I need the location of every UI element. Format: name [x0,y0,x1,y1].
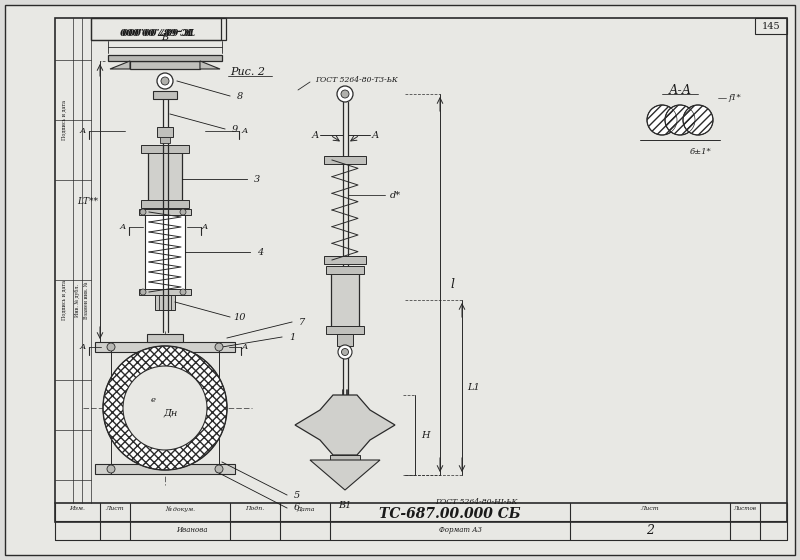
Circle shape [683,105,713,135]
Bar [324,256,366,264]
Bar [337,463,353,475]
Bar [91,18,226,40]
Text: 8: 8 [237,91,243,100]
Circle shape [215,465,223,473]
Text: Инв. № дубл.: Инв. № дубл. [74,283,80,316]
Circle shape [103,346,227,470]
Text: ТС-687.00.000: ТС-687.00.000 [121,25,195,34]
Bar [324,156,366,164]
Text: ГОСТ 5264-80-Т3-ЬК: ГОСТ 5264-80-Т3-ЬК [315,76,398,84]
Text: 6: 6 [294,503,300,512]
Circle shape [107,465,115,473]
Bar [755,18,787,34]
Circle shape [338,345,352,359]
Bar [108,55,222,61]
Text: Лист: Лист [106,506,124,511]
Bar [145,212,185,292]
Text: Подпись и дата: Подпись и дата [62,100,66,140]
Circle shape [180,289,186,295]
Text: Изм.: Изм. [69,506,85,511]
Text: Рис. 2: Рис. 2 [230,67,266,77]
Text: А: А [242,127,248,135]
Text: А: А [80,343,86,351]
Circle shape [161,77,169,85]
Text: l: l [450,278,454,291]
Text: А: А [242,343,248,351]
Polygon shape [310,460,380,490]
Bar [326,266,364,274]
Text: е: е [150,396,155,404]
Circle shape [180,209,186,215]
Circle shape [107,343,115,351]
Bar [157,127,173,137]
Bar [160,137,170,143]
Text: B1: B1 [338,501,352,510]
Text: ГОСТ 5264-80-НI-ЬК: ГОСТ 5264-80-НI-ЬК [435,498,518,506]
Text: 3: 3 [254,175,260,184]
Bar [148,149,182,204]
Bar [139,289,191,295]
Circle shape [123,366,207,450]
Bar [91,18,221,40]
Bar [141,200,189,208]
Bar [95,342,235,352]
Circle shape [140,209,146,215]
Polygon shape [110,61,130,69]
Text: Дата: Дата [296,506,314,511]
Text: 7: 7 [299,318,305,326]
Polygon shape [295,395,395,455]
Text: H: H [421,431,430,440]
Text: ТС-687.00.000 СБ: ТС-687.00.000 СБ [379,507,521,521]
Text: А: А [371,130,378,139]
Text: 5: 5 [294,491,300,500]
Text: Подп.: Подп. [246,506,265,511]
Circle shape [140,289,146,295]
Bar [337,334,353,346]
Bar [331,270,359,330]
Bar [95,464,235,474]
Text: f1*: f1* [729,94,742,102]
Bar [130,61,200,69]
Circle shape [665,105,695,135]
Text: А: А [120,223,126,231]
Bar [153,91,177,99]
Polygon shape [200,61,220,69]
Text: б±1*: б±1* [689,148,711,156]
Bar [330,455,360,463]
Circle shape [157,73,173,89]
Text: Лист: Лист [641,506,659,511]
Text: А: А [311,130,318,139]
Circle shape [337,86,353,102]
Bar [141,145,189,153]
Text: ТС-687.00.000: ТС-687.00.000 [119,25,193,34]
Text: B: B [162,32,169,41]
Text: 9: 9 [232,124,238,133]
Text: 10: 10 [234,312,246,321]
Text: Взамен инв. №: Взамен инв. № [84,281,89,319]
Text: А-А: А-А [668,83,692,96]
Text: Листов: Листов [734,506,757,511]
Text: 145: 145 [762,21,780,30]
Circle shape [342,348,349,356]
Text: LТ**: LТ** [78,197,98,206]
Text: Подпись и дата: Подпись и дата [62,280,66,320]
Text: Иванова: Иванова [176,526,208,534]
Text: 1: 1 [289,333,295,342]
Circle shape [215,343,223,351]
Bar [147,334,183,342]
Bar [326,326,364,334]
Circle shape [341,90,349,98]
Text: Дн: Дн [163,408,177,418]
Text: № докум.: № докум. [165,506,195,512]
Bar [139,209,191,215]
Text: L1: L1 [468,383,480,392]
Circle shape [647,105,677,135]
Text: 4: 4 [257,248,263,256]
Text: Формат А3: Формат А3 [438,526,482,534]
Bar [155,295,175,310]
Text: А: А [80,127,86,135]
Text: 2: 2 [646,524,654,536]
Text: d*: d* [390,190,401,199]
Text: А: А [202,223,208,231]
